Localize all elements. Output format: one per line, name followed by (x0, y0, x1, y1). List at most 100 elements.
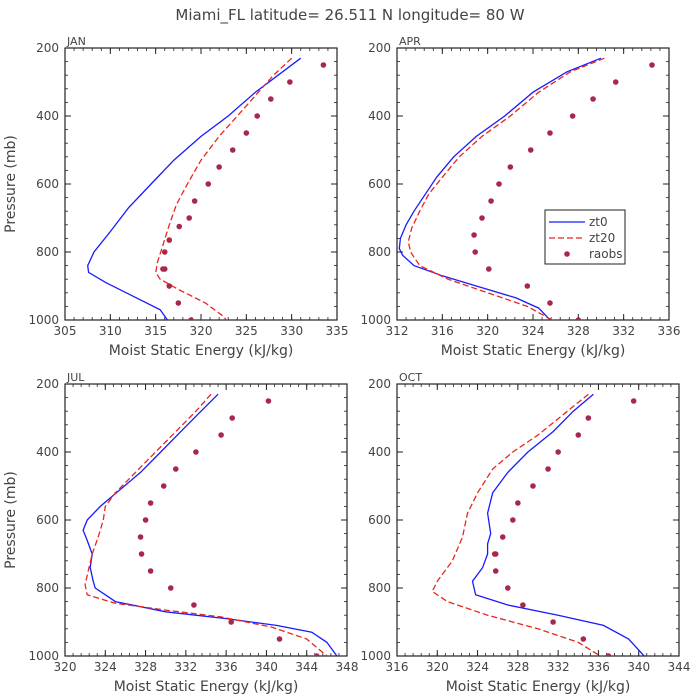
raobs-point (268, 96, 274, 102)
raobs-point (472, 249, 479, 255)
y-tick-label: 800 (368, 245, 391, 259)
y-tick-label: 600 (368, 177, 391, 191)
raobs-point (243, 130, 250, 136)
raobs-point (515, 500, 521, 506)
raobs-point (545, 466, 551, 472)
panel-jul: 320 324 328 332 336 340 344 348 200 400 600 800 1000… (3, 371, 358, 695)
y-tick-label: 400 (368, 109, 391, 123)
x-tick-label: 332 (547, 660, 570, 674)
x-tick-label: 324 (466, 660, 489, 674)
raobs-point (166, 237, 173, 243)
x-tick-label: 315 (144, 324, 167, 338)
raobs-point (276, 636, 283, 642)
plot-frame (396, 383, 680, 657)
raobs-point (491, 551, 498, 557)
legend-raobs-marker (564, 251, 570, 257)
raobs-point (167, 585, 174, 591)
raobs-point (142, 517, 149, 523)
raobs-point (492, 568, 499, 574)
x-tick-label: 328 (506, 660, 529, 674)
panel-month-label: JAN (66, 35, 86, 48)
plot-frame (396, 47, 670, 321)
panel-month-label: APR (399, 35, 421, 48)
x-tick-label: 336 (587, 660, 610, 674)
raobs-point (188, 317, 194, 320)
raobs-point (580, 636, 587, 642)
raobs-point (612, 79, 619, 85)
x-tick-label: 344 (295, 660, 318, 674)
raobs-point (161, 266, 168, 272)
raobs-point (496, 181, 502, 187)
raobs-point (575, 317, 582, 320)
x-tick-label: 330 (280, 324, 303, 338)
x-tick-label: 336 (658, 324, 681, 338)
raobs-point (218, 432, 224, 438)
panels-group: 305 310 315 320 325 330 335 200 400 600 800 1000 JAN… (3, 35, 690, 695)
y-axis-label: Pressure (mb) (3, 135, 19, 233)
raobs-point (488, 198, 494, 204)
y-tick-label: 200 (368, 377, 391, 391)
raobs-point (186, 215, 193, 221)
x-tick-label: 320 (54, 660, 77, 674)
y-tick-label: 1000 (360, 313, 391, 327)
zt20-line (84, 393, 328, 656)
raobs-point (524, 283, 531, 289)
raobs-point (193, 449, 199, 455)
raobs-point (228, 619, 234, 625)
raobs-point (486, 266, 492, 272)
plot-frame (64, 383, 348, 657)
y-tick-label: 1000 (360, 649, 391, 663)
raobs-point (176, 223, 183, 230)
raobs-point (547, 130, 553, 136)
raobs-point (313, 653, 320, 656)
raobs-point (191, 602, 197, 608)
zt20-line (155, 57, 293, 320)
zt0-line (398, 57, 602, 320)
y-axis-label: Pressure (mb) (3, 471, 19, 569)
raobs-point (175, 300, 182, 306)
y-tick-label: 400 (36, 445, 59, 459)
raobs-point (137, 534, 144, 540)
raobs-point (479, 215, 485, 221)
legend-zt0-label: zt0 (589, 215, 608, 229)
x-tick-label: 316 (431, 324, 454, 338)
zt20-line (407, 57, 605, 320)
y-tick-label: 200 (368, 41, 391, 55)
raobs-point (569, 113, 576, 119)
y-tick-label: 400 (36, 109, 59, 123)
raobs-point (520, 602, 526, 608)
raobs-point (630, 398, 637, 404)
panel-month-label: OCT (399, 371, 422, 384)
raobs-point (161, 249, 168, 255)
raobs-point (160, 483, 167, 489)
raobs-point (504, 585, 511, 591)
zt0-line (471, 393, 646, 656)
y-tick-label: 800 (368, 581, 391, 595)
x-tick-label: 324 (522, 324, 545, 338)
raobs-point (575, 432, 582, 438)
raobs-point (550, 619, 556, 625)
zt0-line (82, 393, 338, 656)
zt0-line (87, 57, 302, 320)
x-axis-label: Moist Static Energy (kJ/kg) (114, 679, 299, 695)
y-tick-label: 600 (36, 177, 59, 191)
x-tick-label: 316 (386, 660, 409, 674)
x-tick-label: 328 (134, 660, 157, 674)
series-group (82, 393, 338, 656)
raobs-point (649, 62, 655, 68)
raobs-point (216, 164, 222, 170)
raobs-point (590, 96, 596, 102)
x-tick-label: 328 (567, 324, 590, 338)
raobs-point (605, 653, 612, 656)
x-tick-label: 312 (386, 324, 409, 338)
raobs-point (527, 147, 534, 153)
series-group (398, 57, 655, 320)
x-axis-label: Moist Static Energy (kJ/kg) (441, 343, 626, 359)
x-tick-label: 335 (326, 324, 349, 338)
panel-oct: 316 320 324 328 332 336 340 344 200 400 600 800 1000… (360, 371, 690, 695)
legend-box (544, 209, 626, 265)
raobs-point (166, 283, 173, 289)
x-tick-label: 305 (54, 324, 77, 338)
x-tick-label: 324 (94, 660, 117, 674)
